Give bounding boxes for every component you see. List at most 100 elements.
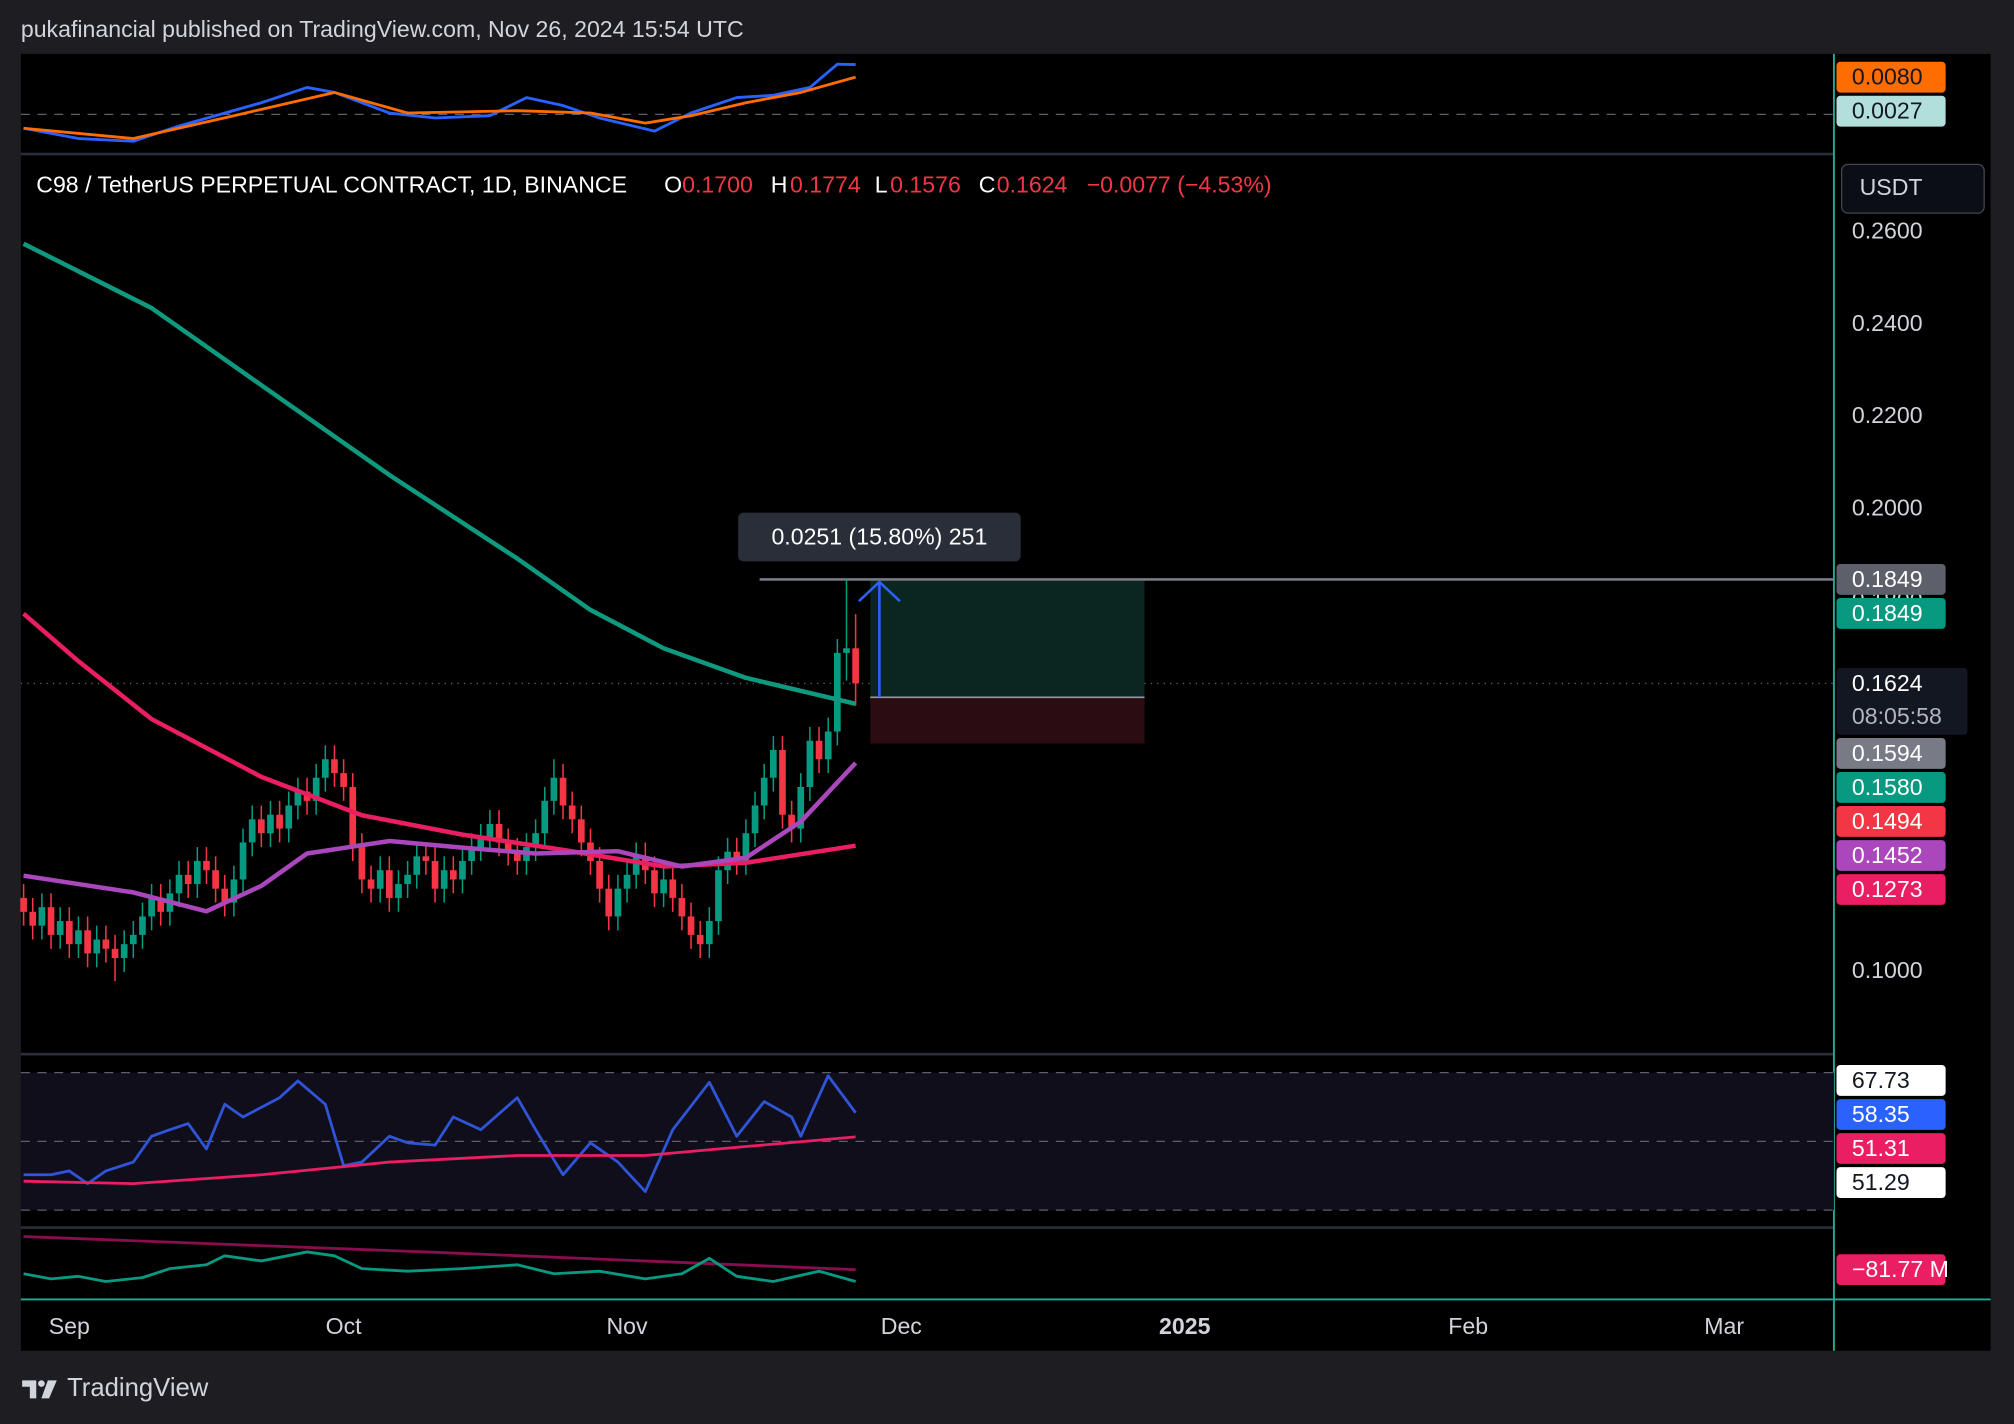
currency-label: USDT [1860, 174, 1923, 200]
candle-body [20, 897, 27, 912]
candle-body [395, 884, 402, 898]
candle-body [852, 648, 859, 684]
candle-body [486, 823, 494, 838]
candle-body [84, 930, 91, 954]
candle-body [120, 944, 128, 959]
candle-body [267, 814, 274, 834]
x-tick-label: Sep [49, 1313, 90, 1339]
candle-body [157, 897, 165, 912]
candle-body [75, 930, 82, 945]
measure-label: 0.0251 (15.80%) 251 [771, 523, 987, 549]
symbol-title: C98 / TetherUS PERPETUAL CONTRACT, 1D, B… [36, 171, 627, 197]
candle-body [596, 860, 603, 889]
price-badge-label: −81.77 M [1852, 1256, 1949, 1282]
candle-body [715, 870, 722, 922]
candle-body [660, 879, 667, 894]
price-badge [1836, 1099, 1946, 1130]
change-value: −0.0077 (−4.53%) [1087, 171, 1272, 197]
candle-body [797, 786, 805, 829]
currency-button[interactable] [1840, 163, 1985, 214]
candle-body [687, 916, 695, 935]
candle-body [815, 740, 823, 760]
series-line [23, 1074, 857, 1194]
candle-body [285, 805, 293, 829]
candle-body [742, 833, 750, 861]
candle-body [47, 907, 55, 935]
price-badge [1836, 772, 1946, 803]
candle-body [193, 860, 201, 885]
candle-body [678, 897, 686, 917]
price-badge [1836, 806, 1946, 837]
tradingview-logo [22, 1380, 57, 1399]
candle-body [632, 856, 640, 875]
series-line [23, 1250, 856, 1283]
candle-body [376, 870, 384, 889]
ohlc-name: L [875, 171, 888, 197]
logo-part [38, 1380, 45, 1387]
candle-body [824, 731, 832, 760]
candle-body [422, 856, 430, 861]
price-badge [1836, 737, 1946, 769]
candle-body [504, 842, 512, 852]
price-badge-label: 0.1494 [1852, 808, 1923, 834]
candle-body [513, 851, 521, 861]
price-badge [1836, 95, 1946, 127]
candle-body [760, 777, 768, 806]
measure-label-box [738, 512, 1021, 562]
series-line [23, 62, 856, 143]
price-badge [1836, 874, 1946, 905]
y-tick-label: 0.2600 [1852, 217, 1923, 243]
candle-body [385, 870, 393, 898]
x-tick-label: Oct [326, 1313, 363, 1339]
candle-body [550, 777, 558, 801]
y-tick-label: 0.2000 [1852, 495, 1923, 521]
y-tick-label: 0.2200 [1852, 402, 1923, 428]
candle-body [56, 921, 64, 935]
candle-body [751, 805, 759, 834]
candle-body [257, 819, 265, 834]
candle-body [248, 819, 256, 843]
candle-body [779, 749, 786, 815]
logo-part [22, 1380, 37, 1399]
price-badge-label: 0.1452 [1852, 842, 1923, 868]
candle-body [577, 819, 585, 843]
x-tick-label: 2025 [1159, 1313, 1211, 1339]
candle-body [102, 939, 110, 949]
price-badge-label: 0.1624 [1852, 670, 1923, 696]
price-badge-label: 0.1849 [1852, 600, 1923, 626]
candle-body [111, 948, 119, 959]
candle-body [705, 921, 713, 945]
price-badge-label: 67.73 [1852, 1067, 1910, 1093]
candle-body [93, 939, 101, 954]
candle-body [623, 874, 631, 889]
candle-body [239, 842, 247, 880]
candle-body [614, 888, 622, 917]
candle-body [733, 851, 741, 861]
ohlc-name: H [771, 171, 788, 197]
candle-body [129, 934, 137, 945]
publisher-note: pukafinancial published on TradingView.c… [21, 16, 744, 42]
price-badge-label: 0.1273 [1852, 876, 1923, 902]
candle-body [230, 879, 238, 903]
x-tick-label: Mar [1704, 1313, 1744, 1339]
candle-body [532, 833, 539, 848]
candle-body [212, 870, 219, 889]
measure-arrow-head [857, 580, 901, 603]
series-line [23, 1135, 856, 1186]
series-line [23, 761, 858, 914]
candle-body [477, 837, 485, 848]
candle-body [769, 749, 777, 778]
ohlc-name: O [664, 171, 682, 197]
candle-body [541, 800, 549, 834]
stop-zone [870, 697, 1145, 744]
candle-body [568, 805, 576, 820]
candle-body [367, 879, 375, 889]
price-badge-label: 51.29 [1852, 1169, 1910, 1195]
price-badge-label: 58.35 [1852, 1101, 1910, 1127]
price-badge-label: 0.1580 [1852, 774, 1923, 800]
price-badge [1836, 1133, 1946, 1164]
candle-body [404, 874, 411, 885]
candle-body [843, 648, 850, 653]
candle-body [175, 874, 183, 894]
